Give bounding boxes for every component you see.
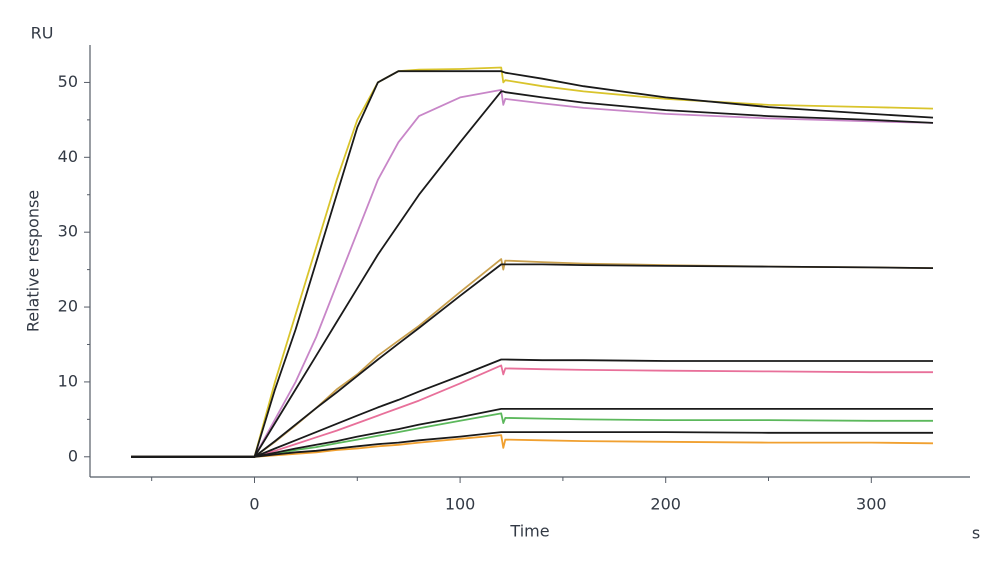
- series-line: [131, 358, 933, 458]
- x-tick-label: 0: [249, 495, 259, 514]
- series-line: [131, 412, 933, 458]
- x-tick-label: 300: [856, 495, 887, 514]
- x-unit: s: [972, 524, 980, 543]
- x-axis-label: Time: [509, 522, 549, 541]
- y-tick-label: 20: [58, 297, 78, 316]
- y-tick-label: 40: [58, 147, 78, 166]
- y-tick-label: 30: [58, 222, 78, 241]
- y-tick-label: 10: [58, 371, 78, 390]
- y-tick-label: 0: [68, 446, 78, 465]
- series-line: [131, 364, 933, 458]
- y-tick-label: 50: [58, 72, 78, 91]
- series-line: [131, 263, 934, 458]
- series-line: [131, 70, 934, 458]
- y-axis-label: Relative response: [24, 190, 43, 332]
- x-tick-label: 200: [650, 495, 681, 514]
- series-line: [131, 90, 934, 458]
- y-unit: RU: [31, 24, 54, 43]
- series-line: [131, 434, 934, 458]
- series-line: [131, 89, 934, 458]
- series-line: [131, 408, 933, 458]
- series-line: [131, 258, 934, 458]
- series-line: [131, 66, 934, 458]
- series-line: [131, 431, 933, 458]
- x-tick-label: 100: [445, 495, 476, 514]
